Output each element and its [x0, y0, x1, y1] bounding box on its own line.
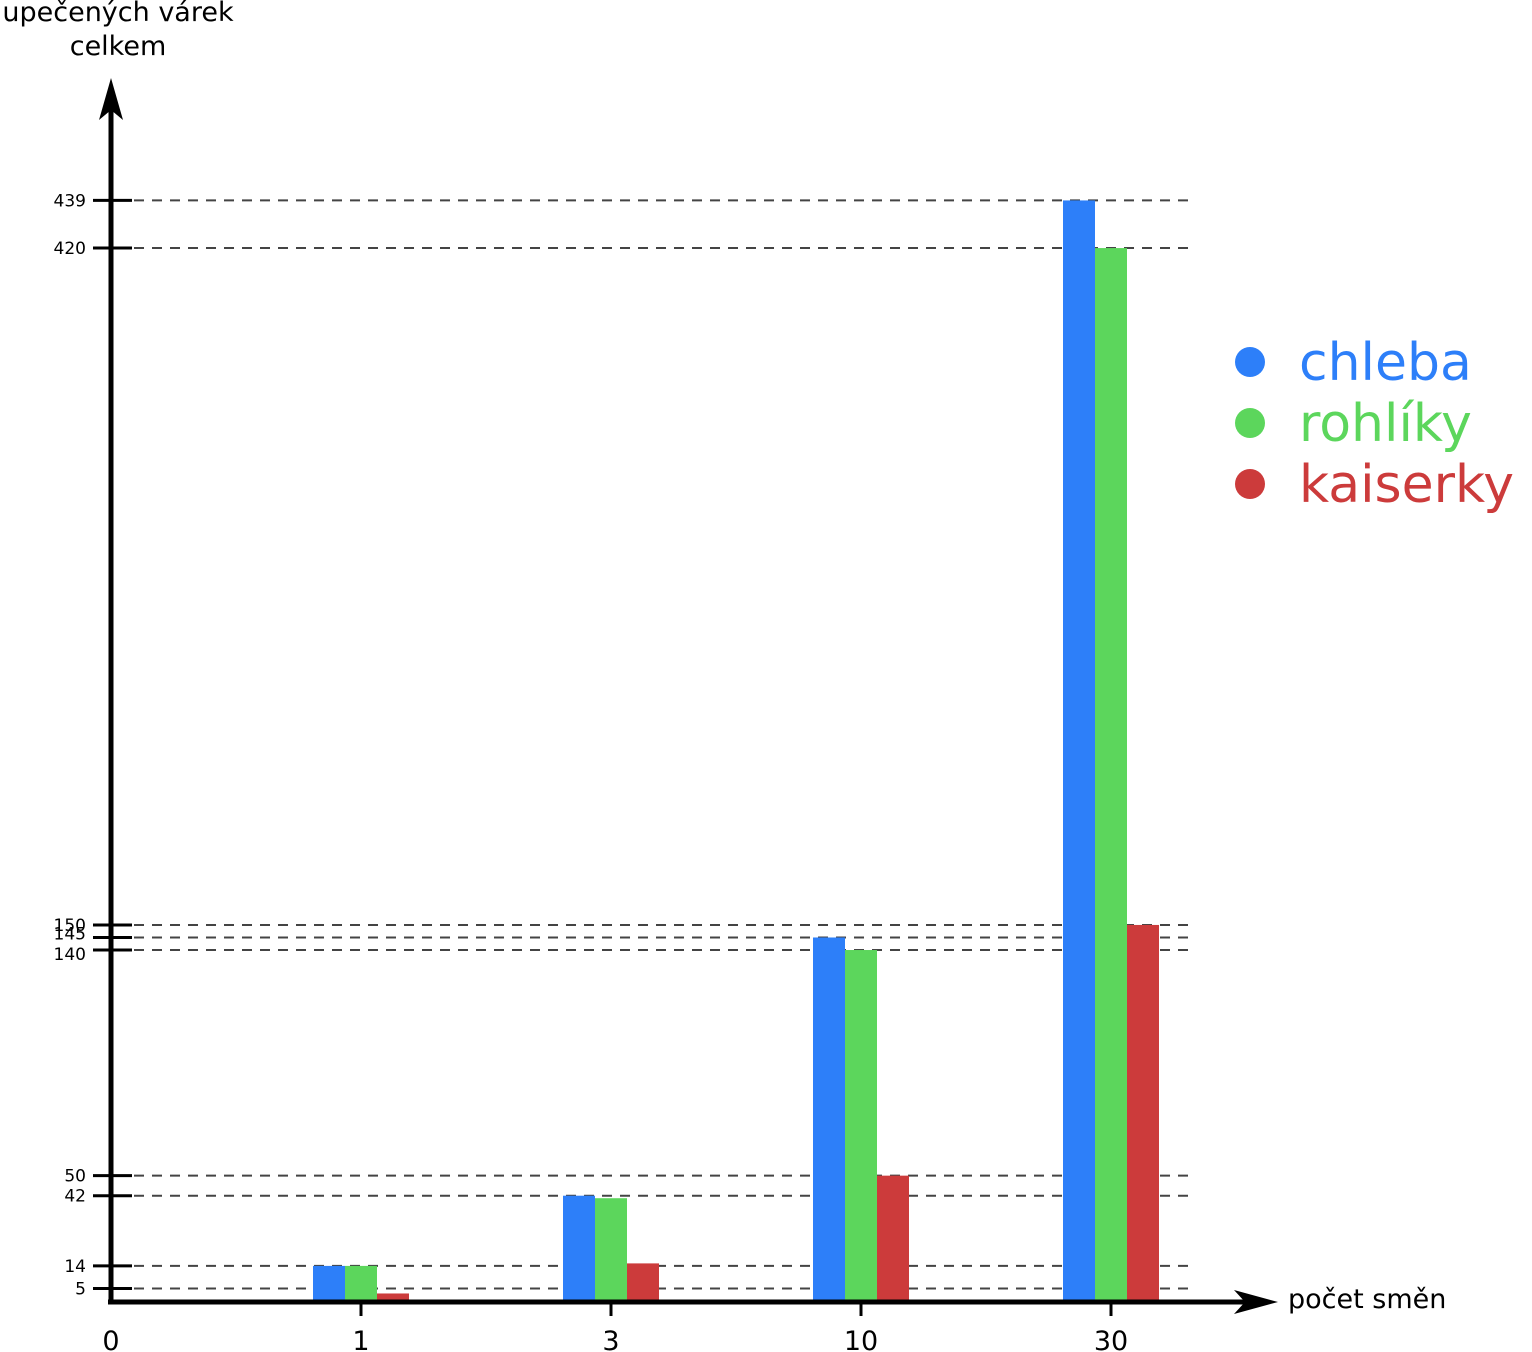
x-axis-arrow [1234, 1290, 1278, 1314]
x-tick-label-30: 30 [1094, 1326, 1128, 1352]
bar-chleba-30 [1063, 200, 1095, 1301]
axes [99, 78, 1278, 1314]
bars [313, 200, 1159, 1301]
legend-marker-chleba [1235, 347, 1265, 377]
y-tick-label-145: 145 [54, 924, 86, 944]
bar-rohlíky-3 [595, 1198, 627, 1301]
x-ticks: 0 1 3 10 30 [102, 1300, 1128, 1352]
gridlines [134, 199, 1190, 1290]
bar-chleba-10 [813, 937, 845, 1301]
y-tick-label-5: 5 [75, 1279, 86, 1299]
bar-rohlíky-10 [845, 950, 877, 1301]
x-axis-label: počet směn [1288, 1284, 1447, 1315]
legend-label-kaiserky: kaiserky [1299, 455, 1514, 515]
y-tick-label-420: 420 [54, 239, 86, 259]
bar-chleba-3 [563, 1195, 595, 1301]
y-tick-label-150: 150 [54, 916, 86, 936]
bar-kaiserky-3 [627, 1263, 659, 1301]
bar-kaiserky-30 [1127, 924, 1159, 1301]
x-tick-label-10: 10 [844, 1326, 878, 1352]
origin-label: 0 [102, 1326, 119, 1352]
bar-chleba-1 [313, 1265, 345, 1301]
legend-label-chleba: chleba [1299, 333, 1472, 393]
y-tick-label-42: 42 [64, 1187, 86, 1207]
bar-kaiserky-10 [877, 1175, 909, 1301]
bar-rohlíky-30 [1095, 248, 1127, 1301]
bar-kaiserky-1 [377, 1293, 409, 1301]
legend-marker-rohlíky [1235, 408, 1265, 438]
y-tick-label-14: 14 [64, 1257, 86, 1277]
y-axis-label-line-2: celkem [69, 31, 167, 62]
y-tick-label-140: 140 [54, 945, 86, 965]
legend-marker-kaiserky [1235, 469, 1265, 499]
bar-rohlíky-1 [345, 1265, 377, 1301]
y-tick-label-439: 439 [54, 191, 86, 211]
x-tick-label-1: 1 [352, 1326, 369, 1352]
y-axis-arrow [99, 78, 123, 120]
y-tick-label-50: 50 [64, 1167, 86, 1187]
y-axis-label-line-1: upečených várek [2, 0, 234, 28]
x-tick-label-3: 3 [602, 1326, 619, 1352]
legend-label-rohlíky: rohlíky [1299, 394, 1472, 454]
